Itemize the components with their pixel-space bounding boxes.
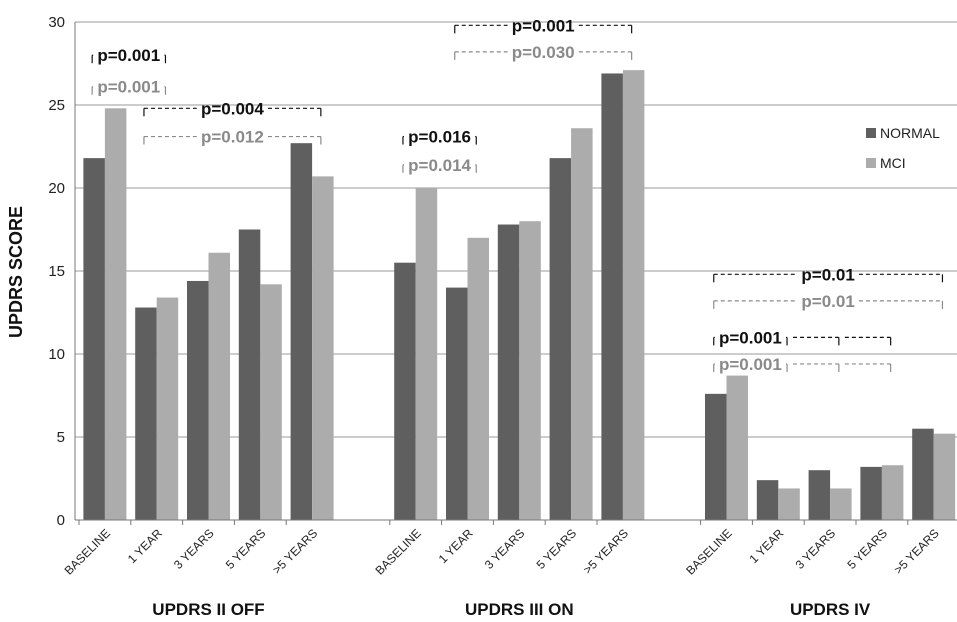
p-value-label: p=0.014	[408, 156, 471, 175]
bar-normal	[290, 143, 313, 520]
bar-normal	[705, 393, 727, 520]
x-tick-label: BASELINE	[683, 526, 734, 577]
p-value-label: p=0.01	[801, 265, 854, 284]
bar-mci	[208, 252, 230, 521]
group-label: UPDRS IV	[790, 600, 871, 619]
y-tick-label: 0	[57, 512, 65, 529]
x-tick-label: 1 YEAR	[436, 526, 476, 566]
x-tick-label: >5 YEARS	[270, 526, 321, 577]
y-tick-label: 5	[57, 429, 65, 446]
legend-label-mci: MCI	[880, 155, 906, 171]
bar-normal	[549, 158, 572, 520]
p-value-label: p=0.004	[201, 99, 264, 118]
significance-bracket: p=0.012	[143, 128, 322, 147]
x-tick-label: 1 YEAR	[746, 526, 786, 566]
y-tick-label: 10	[48, 346, 65, 363]
bar-normal	[187, 280, 209, 520]
significance-bracket: p=0.001	[454, 16, 633, 35]
bar-normal	[756, 480, 779, 520]
annotation-layer: p=0.001 p=0.001 p=0.004 p=0.012 p=0.001 p=0.0…	[91, 16, 944, 374]
x-tick-label: 3 YEARS	[171, 526, 217, 572]
x-tick-label: 5 YEARS	[223, 526, 269, 572]
bar-normal	[860, 466, 882, 520]
group-label: UPDRS III ON	[465, 600, 574, 619]
bar-layer	[83, 70, 956, 521]
y-tick-label: 20	[48, 180, 65, 197]
significance-bracket: p=0.001	[713, 355, 892, 374]
significance-bracket: p=0.01	[713, 265, 944, 284]
p-value-label: p=0.030	[512, 43, 575, 62]
bar-mci	[571, 128, 593, 521]
significance-bracket: p=0.030	[454, 43, 633, 62]
bar-normal	[446, 287, 468, 520]
legend-label-normal: NORMAL	[880, 125, 940, 141]
bar-mci	[881, 465, 904, 520]
bar-normal	[238, 229, 261, 520]
significance-bracket: p=0.004	[143, 99, 322, 118]
bar-mci	[830, 488, 852, 520]
bar-mci	[104, 108, 127, 520]
bar-mci	[622, 70, 645, 520]
x-tick-label: 1 YEAR	[125, 526, 165, 566]
bar-mci	[778, 488, 800, 520]
p-value-label: p=0.001	[97, 78, 160, 97]
significance-bracket: p=0.001	[713, 328, 892, 347]
p-value-label: p=0.001	[719, 328, 782, 347]
x-tick-label: >5 YEARS	[580, 526, 631, 577]
significance-bracket: p=0.01	[713, 292, 944, 311]
y-tick-label: 15	[48, 263, 65, 280]
bar-normal	[912, 428, 934, 520]
bar-mci	[260, 284, 282, 520]
significance-bracket: p=0.001	[91, 78, 167, 97]
x-tick-label: 5 YEARS	[844, 526, 890, 572]
legend-swatch-normal	[866, 128, 876, 138]
p-value-label: p=0.001	[97, 46, 160, 65]
bar-mci	[415, 188, 438, 520]
bar-normal	[394, 262, 416, 520]
bar-normal	[135, 307, 157, 520]
bar-mci	[156, 297, 179, 520]
significance-bracket: p=0.014	[402, 156, 477, 175]
group-label: UPDRS II OFF	[152, 600, 264, 619]
bar-mci	[933, 433, 956, 520]
p-value-label: p=0.012	[201, 128, 264, 147]
bar-mci	[726, 375, 748, 520]
y-tick-label: 25	[48, 97, 65, 114]
significance-bracket: p=0.016	[402, 128, 477, 147]
p-value-label: p=0.001	[512, 16, 575, 35]
x-tick-label: 3 YEARS	[793, 526, 839, 572]
p-value-label: p=0.016	[408, 128, 471, 147]
x-tick-label: BASELINE	[372, 526, 423, 577]
x-tick-label: 5 YEARS	[534, 526, 580, 572]
x-tick-label: >5 YEARS	[891, 526, 942, 577]
p-value-label: p=0.01	[801, 292, 854, 311]
bar-normal	[808, 470, 831, 520]
bar-normal	[601, 73, 623, 521]
bar-mci	[519, 221, 541, 520]
bar-mci	[312, 176, 334, 520]
significance-bracket: p=0.001	[91, 46, 167, 65]
x-tick-label: 3 YEARS	[482, 526, 528, 572]
bar-normal	[497, 224, 520, 520]
p-value-label: p=0.001	[719, 355, 782, 374]
x-tick-label: BASELINE	[62, 526, 113, 577]
legend: NORMAL MCI	[866, 125, 940, 171]
bar-normal	[83, 158, 105, 520]
legend-swatch-mci	[866, 158, 876, 168]
y-tick-label: 30	[48, 14, 65, 31]
y-axis-title: UPDRS SCORE	[6, 206, 26, 338]
bar-mci	[467, 237, 489, 521]
